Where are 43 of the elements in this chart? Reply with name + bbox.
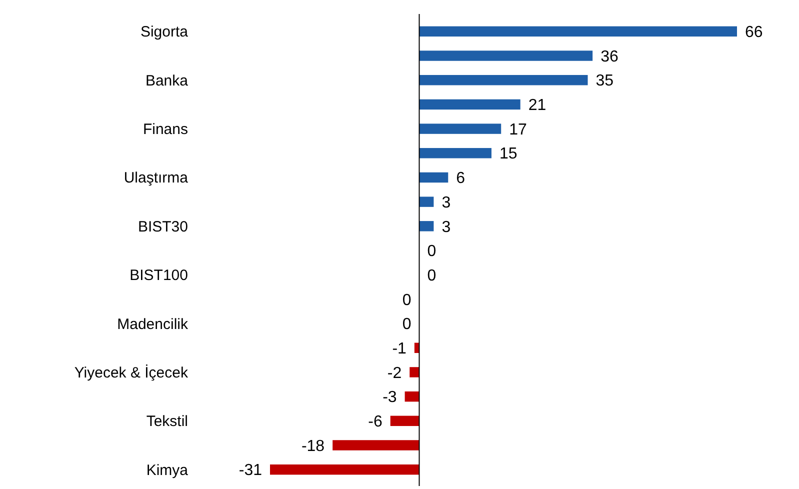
bar (419, 26, 737, 37)
y-tick-label: Sigorta (140, 24, 189, 41)
bar (419, 74, 588, 86)
y-tick-label: Madencilik (117, 316, 188, 333)
data-label: -31 (238, 462, 262, 480)
bar (419, 148, 492, 158)
data-label: 0 (402, 316, 412, 334)
bar (410, 367, 420, 378)
y-tick-label: Kimya (146, 462, 189, 479)
data-label: 36 (600, 48, 618, 66)
bar (270, 464, 420, 475)
bar (419, 221, 434, 232)
data-label: -18 (301, 438, 325, 455)
y-tick-label: Banka (145, 72, 189, 90)
bar (419, 196, 434, 207)
data-label: -3 (382, 389, 397, 406)
data-label: 21 (528, 97, 546, 114)
data-label: 66 (745, 24, 763, 42)
bar (419, 172, 448, 183)
y-tick-label: BIST30 (138, 218, 188, 236)
data-label: 0 (427, 267, 436, 284)
data-label: -2 (387, 364, 402, 382)
y-tick-label: Yiyecek & İçecek (74, 363, 188, 382)
y-tick-label: BIST100 (130, 267, 188, 284)
y-tick-label: Ulaştırma (124, 170, 189, 187)
bar (332, 440, 420, 450)
data-label: 0 (427, 243, 436, 260)
bar (404, 391, 420, 402)
data-label: 35 (596, 72, 614, 90)
data-label: 17 (509, 121, 527, 138)
data-label: -1 (392, 340, 407, 358)
data-label: 3 (442, 194, 451, 212)
y-tick-label: Finans (142, 121, 188, 138)
bar (419, 50, 593, 61)
y-tick-label: Tekstil (146, 413, 188, 430)
bar (419, 99, 520, 110)
bar (419, 124, 502, 134)
data-label: -6 (368, 414, 382, 430)
data-label: 0 (402, 292, 412, 309)
bar (390, 416, 420, 426)
data-label: 6 (456, 170, 466, 188)
data-label: 3 (442, 218, 451, 236)
data-label: 15 (499, 146, 518, 163)
